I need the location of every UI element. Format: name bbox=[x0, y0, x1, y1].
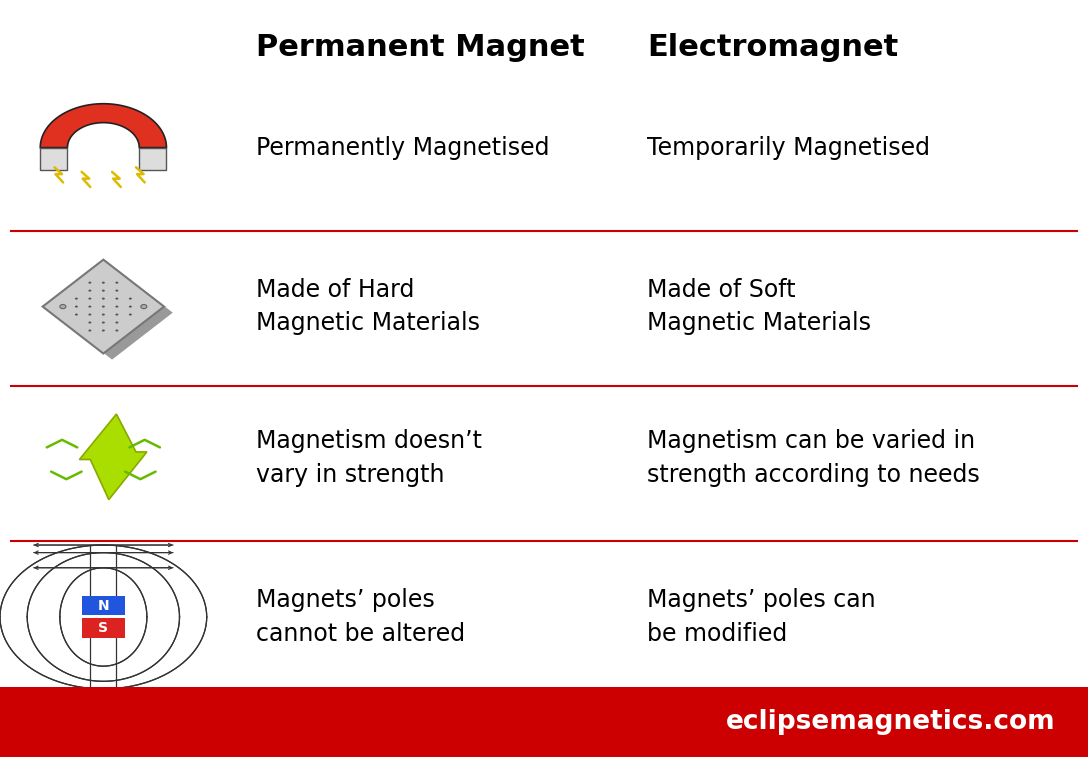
Text: eclipsemagnetics.com: eclipsemagnetics.com bbox=[726, 709, 1055, 735]
Circle shape bbox=[88, 298, 91, 300]
Text: N: N bbox=[98, 599, 109, 612]
Circle shape bbox=[140, 304, 147, 309]
Circle shape bbox=[102, 298, 104, 300]
Circle shape bbox=[75, 306, 78, 307]
Bar bbox=[82, 596, 125, 615]
Circle shape bbox=[88, 322, 91, 323]
Bar bbox=[40, 148, 67, 170]
Bar bbox=[82, 618, 125, 638]
Text: Permanent Magnet: Permanent Magnet bbox=[256, 33, 584, 62]
Text: Magnets’ poles can
be modified: Magnets’ poles can be modified bbox=[647, 588, 876, 646]
Circle shape bbox=[88, 329, 91, 332]
Bar bbox=[0, 687, 1088, 757]
Text: Electromagnet: Electromagnet bbox=[647, 33, 899, 62]
Circle shape bbox=[75, 298, 78, 300]
Circle shape bbox=[115, 298, 119, 300]
Polygon shape bbox=[51, 266, 173, 360]
Polygon shape bbox=[79, 414, 147, 500]
Circle shape bbox=[143, 306, 146, 307]
Circle shape bbox=[128, 313, 132, 316]
Circle shape bbox=[61, 306, 64, 307]
Text: Magnets’ poles
cannot be altered: Magnets’ poles cannot be altered bbox=[256, 588, 465, 646]
Circle shape bbox=[88, 313, 91, 316]
Text: Made of Hard
Magnetic Materials: Made of Hard Magnetic Materials bbox=[256, 278, 480, 335]
Polygon shape bbox=[40, 104, 166, 148]
Text: Magnetism can be varied in
strength according to needs: Magnetism can be varied in strength acco… bbox=[647, 429, 980, 487]
Text: Permanently Magnetised: Permanently Magnetised bbox=[256, 136, 549, 160]
Circle shape bbox=[75, 313, 78, 316]
Text: S: S bbox=[98, 621, 109, 635]
Circle shape bbox=[102, 290, 104, 291]
Circle shape bbox=[88, 282, 91, 284]
Circle shape bbox=[102, 322, 104, 323]
Circle shape bbox=[102, 329, 104, 332]
Circle shape bbox=[88, 290, 91, 291]
Circle shape bbox=[115, 322, 119, 323]
Circle shape bbox=[102, 306, 104, 307]
Text: Magnetism doesn’t
vary in strength: Magnetism doesn’t vary in strength bbox=[256, 429, 482, 487]
Circle shape bbox=[128, 306, 132, 307]
Polygon shape bbox=[42, 260, 164, 354]
Bar bbox=[139, 148, 166, 170]
Text: Made of Soft
Magnetic Materials: Made of Soft Magnetic Materials bbox=[647, 278, 871, 335]
Circle shape bbox=[115, 329, 119, 332]
Circle shape bbox=[115, 282, 119, 284]
Circle shape bbox=[115, 313, 119, 316]
Circle shape bbox=[115, 290, 119, 291]
Text: Temporarily Magnetised: Temporarily Magnetised bbox=[647, 136, 930, 160]
Circle shape bbox=[102, 313, 104, 316]
Circle shape bbox=[115, 306, 119, 307]
Circle shape bbox=[102, 282, 104, 284]
Circle shape bbox=[88, 306, 91, 307]
Circle shape bbox=[128, 298, 132, 300]
Circle shape bbox=[60, 304, 66, 309]
